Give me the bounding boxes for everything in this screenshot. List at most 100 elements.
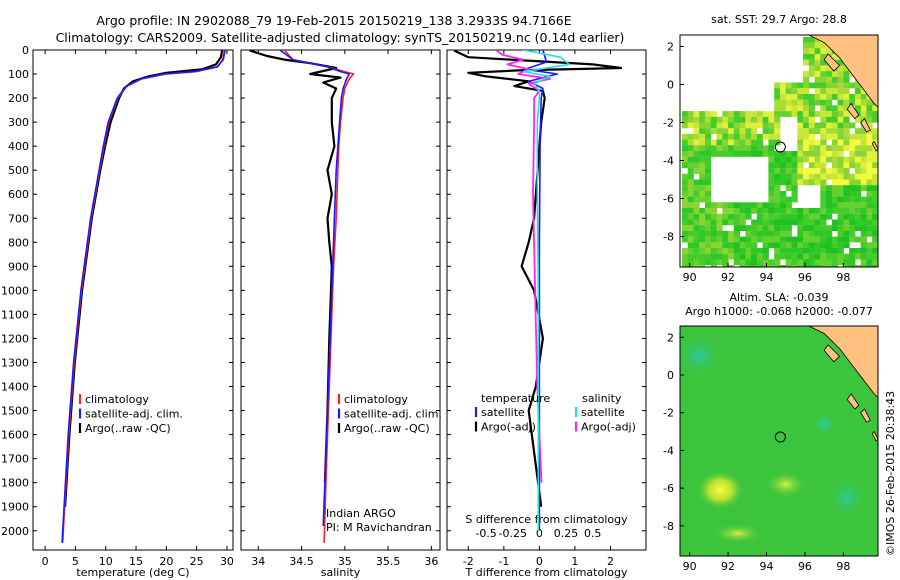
sst-cell: [814, 82, 821, 89]
sst-cell: [728, 202, 735, 209]
sst-cell: [693, 236, 700, 243]
sst-cell: [820, 116, 827, 123]
sst-cell: [716, 139, 723, 146]
sst-cell: [837, 208, 844, 214]
sst-cell: [837, 190, 844, 197]
sst-cell: [872, 213, 878, 220]
sst-cell: [866, 105, 873, 112]
sst-cell: [808, 168, 815, 174]
sst-cell: [768, 111, 775, 117]
sst-cell: [803, 225, 810, 231]
sst-cell: [820, 99, 827, 106]
diff-legend-sal-entry: satellite: [581, 406, 625, 419]
sst-cell: [756, 151, 764, 157]
sst-cell: [687, 156, 694, 163]
sst-cell: [872, 259, 878, 266]
sst-cell: [716, 202, 723, 209]
sst-cell: [687, 236, 694, 243]
sla-ylabel: 2: [667, 331, 674, 344]
sst-cell: [791, 173, 798, 180]
sst-cell: [780, 173, 787, 180]
sst-cell: [814, 225, 821, 231]
sst-cell: [860, 139, 867, 146]
sla-land-sumatra: [808, 326, 878, 399]
sst-cell: [751, 133, 758, 140]
sst-cell: [854, 133, 862, 140]
tdiff-x-label: -2: [463, 555, 474, 568]
sst-cell: [768, 236, 775, 243]
sla-frame: [679, 325, 879, 557]
sst-cell: [699, 173, 706, 180]
sst-cell: [733, 225, 740, 231]
sst-cell: [878, 77, 884, 83]
sst-cell: [693, 208, 700, 214]
sst-cell: [681, 196, 689, 203]
sst-cell: [831, 105, 839, 112]
sst-cell: [751, 230, 758, 237]
sst-cell: [803, 145, 810, 152]
sst-cell: [780, 230, 787, 237]
sst-cell: [831, 168, 839, 174]
depth-label: 100: [8, 68, 29, 81]
sst-cell: [854, 82, 862, 89]
temperature-panel: 0 5 10 15 20 25 300100200300400500600700800900…: [1, 44, 234, 579]
sst-cell: [785, 185, 792, 191]
sst-cell: [814, 179, 821, 186]
sst-cell: [820, 122, 827, 129]
sst-cell: [762, 242, 769, 249]
sst-cell: [768, 230, 775, 237]
sst-cell: [785, 156, 792, 163]
sal-x-label: 34: [251, 555, 265, 568]
sst-cell: [705, 236, 712, 243]
sst-cell: [803, 259, 810, 266]
sst-cell: [826, 48, 833, 55]
sst-cell: [866, 99, 873, 106]
sst-cell: [716, 242, 723, 249]
sst-cell: [843, 208, 850, 214]
sla-low-blob: [810, 410, 839, 439]
sst-cell: [797, 122, 804, 129]
sst-cell: [745, 139, 752, 146]
sst-profile-marker: [774, 141, 786, 153]
sla-land-island: [860, 408, 871, 423]
sst-cell: [826, 105, 833, 112]
sst-cell: [791, 208, 798, 214]
sst-cell: [762, 225, 769, 231]
sst-cell: [785, 236, 792, 243]
sst-cell: [860, 145, 867, 152]
sst-cell: [699, 133, 706, 140]
sst-cell: [866, 162, 873, 169]
sst-cell: [803, 99, 810, 106]
sst-cell: [710, 145, 717, 152]
sst-cell: [728, 208, 735, 214]
sla-ylabel: -2: [663, 407, 674, 420]
sst-cell: [878, 202, 884, 208]
sst-cell: [745, 128, 752, 134]
sst-cell: [710, 151, 717, 157]
sst-cell: [820, 208, 827, 214]
sst-cell: [849, 99, 856, 106]
sst-cell: [872, 111, 878, 117]
sst-cell: [797, 179, 804, 186]
sst-cell: [768, 259, 775, 266]
sst-cell: [831, 128, 839, 134]
sst-cell: [687, 202, 694, 209]
sst-cell: [826, 156, 833, 163]
sst-cell: [739, 236, 746, 243]
sst-cell: [820, 71, 827, 77]
sst-cell: [710, 139, 717, 146]
sst-cell: [768, 196, 775, 203]
sst-cell: [774, 168, 781, 174]
sst-cell: [756, 248, 764, 254]
sst-cell: [785, 208, 792, 214]
sst-cell: [693, 116, 700, 123]
sla-land-island: [846, 393, 860, 410]
sst-cell: [681, 151, 689, 157]
sst-cell: [866, 242, 873, 249]
sst-cell: [768, 242, 775, 249]
sst-xlabel: 90: [683, 271, 697, 284]
sst-cell: [854, 219, 862, 226]
sst-cell: [866, 208, 873, 214]
sst-cell: [774, 242, 781, 249]
sst-cell: [791, 219, 798, 226]
